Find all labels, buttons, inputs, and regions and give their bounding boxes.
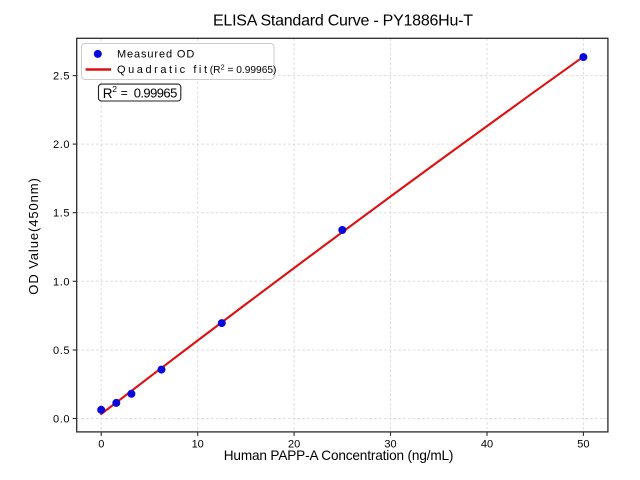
svg-text:20: 20 (288, 438, 300, 450)
svg-text:2.5: 2.5 (53, 71, 70, 83)
svg-text:10: 10 (192, 438, 204, 450)
svg-text:2: 2 (112, 84, 117, 94)
svg-text:Human PAPP-A Concentration (ng: Human PAPP-A Concentration (ng/mL) (224, 448, 454, 463)
svg-text:Quadratic fit: Quadratic fit (117, 64, 207, 76)
svg-text:0.5: 0.5 (53, 345, 70, 357)
svg-text:=: = (121, 86, 128, 100)
svg-text:1.0: 1.0 (53, 276, 70, 288)
svg-text:R: R (103, 86, 113, 101)
svg-text:50: 50 (577, 438, 589, 450)
svg-text:30: 30 (384, 438, 396, 450)
svg-text:Measured OD: Measured OD (117, 49, 194, 61)
svg-text:0: 0 (98, 438, 104, 450)
svg-text:ELISA Standard Curve - PY1886H: ELISA Standard Curve - PY1886Hu-T (213, 12, 473, 29)
svg-text:1.5: 1.5 (53, 208, 70, 220)
svg-text:0.99965: 0.99965 (134, 86, 178, 101)
svg-text:0.0: 0.0 (53, 414, 70, 426)
svg-text:(R2 = 0.99965): (R2 = 0.99965) (210, 63, 277, 77)
svg-text:2.0: 2.0 (53, 139, 70, 151)
svg-text:40: 40 (481, 438, 493, 450)
svg-text:OD Value(450nm): OD Value(450nm) (26, 178, 41, 295)
